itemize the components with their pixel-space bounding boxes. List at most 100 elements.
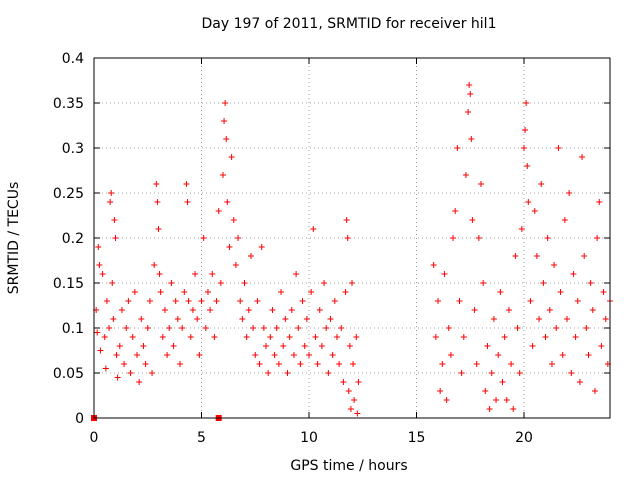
data-point: [106, 325, 113, 331]
data-point: [501, 334, 508, 340]
data-point: [544, 235, 551, 241]
data-point: [108, 190, 115, 196]
data-point: [514, 325, 521, 331]
data-point: [189, 307, 196, 313]
data-point: [482, 388, 489, 394]
data-point: [602, 316, 609, 322]
data-point: [568, 370, 575, 376]
data-point: [318, 343, 325, 349]
data-point: [574, 298, 581, 304]
data-point: [523, 100, 530, 106]
data-point: [112, 235, 119, 241]
data-point: [138, 316, 145, 322]
data-point: [196, 352, 203, 358]
y-tick-label: 0: [75, 411, 84, 427]
data-point: [223, 136, 230, 142]
data-point: [306, 352, 312, 358]
data-point: [161, 307, 168, 313]
data-point: [542, 334, 549, 340]
data-point: [466, 82, 473, 88]
data-point: [342, 289, 349, 295]
data-point: [512, 253, 519, 259]
data-point: [321, 280, 328, 286]
data-point: [557, 289, 564, 295]
data-point: [183, 181, 190, 187]
data-point: [447, 352, 454, 358]
data-point: [131, 289, 138, 295]
data-point: [546, 307, 553, 313]
data-point: [156, 271, 163, 277]
data-point: [222, 100, 229, 106]
data-point: [103, 298, 110, 304]
data-point: [525, 199, 532, 205]
data-point: [153, 181, 160, 187]
data-point: [140, 343, 147, 349]
data-point: [280, 343, 287, 349]
y-tick-label: 0.05: [53, 366, 84, 382]
data-point: [198, 298, 205, 304]
data-point: [239, 316, 246, 322]
data-point: [533, 253, 540, 259]
data-point: [460, 334, 467, 340]
data-point: [350, 361, 357, 367]
data-point: [185, 298, 192, 304]
data-point: [97, 347, 104, 354]
data-point: [200, 235, 207, 241]
data-point: [118, 307, 125, 313]
data-point: [345, 388, 352, 394]
data-point: [480, 280, 487, 286]
data-point: [235, 235, 242, 241]
x-tick-label: 0: [90, 430, 99, 446]
plot-frame: [93, 57, 611, 419]
data-point: [170, 343, 177, 349]
data-point: [247, 253, 254, 259]
data-point: [445, 325, 452, 331]
data-point: [284, 370, 291, 376]
y-tick-label: 0.15: [53, 276, 84, 292]
x-tick-label: 5: [197, 430, 206, 446]
data-point: [527, 298, 534, 304]
data-point: [430, 262, 437, 268]
data-point: [323, 325, 330, 331]
data-point: [551, 262, 558, 268]
data-point: [308, 289, 315, 295]
data-point: [456, 298, 463, 304]
data-point: [559, 352, 566, 358]
data-point: [116, 343, 123, 349]
data-point: [589, 307, 596, 313]
data-point: [441, 271, 448, 277]
data-point: [355, 379, 362, 385]
data-point: [260, 325, 267, 331]
data-point: [473, 361, 480, 367]
data-point: [301, 343, 308, 349]
data-point: [468, 136, 475, 142]
data-point: [503, 397, 510, 403]
data-point: [548, 361, 555, 367]
data-point: [600, 289, 607, 295]
y-tick-label: 0.1: [62, 321, 84, 337]
data-point: [278, 289, 285, 295]
data-point: [237, 298, 244, 304]
data-point: [256, 361, 263, 367]
data-point: [204, 289, 211, 295]
data-point: [587, 280, 594, 286]
data-point: [540, 280, 547, 286]
data-point: [113, 352, 120, 358]
y-tick-label: 0.35: [53, 96, 84, 112]
data-point: [351, 397, 358, 403]
data-point: [354, 410, 361, 417]
data-point: [432, 334, 439, 340]
data-point: [207, 307, 214, 313]
data-point: [154, 199, 161, 205]
data-point: [343, 217, 350, 223]
data-point: [505, 307, 512, 313]
data-point: [245, 307, 252, 313]
data-point: [192, 271, 199, 277]
data-point: [591, 388, 598, 394]
data-point: [437, 388, 444, 394]
data-point: [275, 361, 282, 367]
x-axis-label: GPS time / hours: [290, 458, 407, 474]
data-point: [224, 199, 231, 205]
data-point: [471, 307, 478, 313]
data-point: [127, 370, 134, 376]
